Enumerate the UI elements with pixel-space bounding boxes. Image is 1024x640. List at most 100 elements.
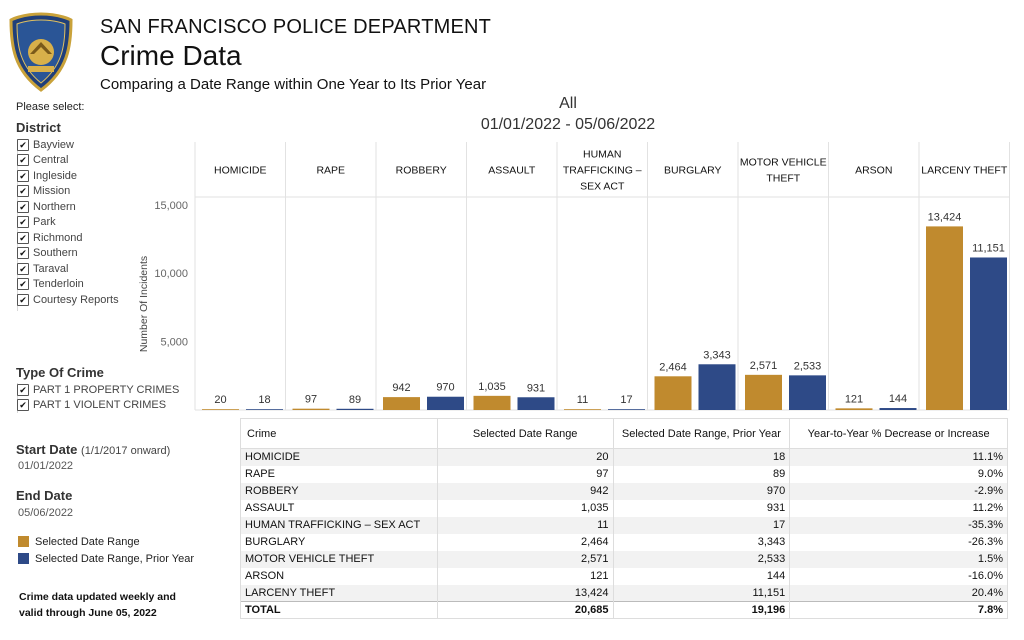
bar[interactable] [789, 375, 826, 410]
district-checkbox-row[interactable]: ✔ Courtesy Reports [17, 292, 119, 308]
table-cell: 11.1% [789, 448, 1008, 466]
start-date-note: (1/1/2017 onward) [81, 445, 171, 457]
page-subtitle: Comparing a Date Range within One Year t… [100, 76, 487, 93]
table-cell: -35.3% [789, 516, 1008, 534]
table-row: MOTOR VEHICLE THEFT 2,571 2,533 1.5% [240, 550, 1008, 568]
start-date-label: Start Date (1/1/2017 onward) [16, 442, 170, 457]
table-cell: -16.0% [789, 567, 1008, 585]
chart-legend: Selected Date Range Selected Date Range,… [18, 533, 194, 567]
district-checkbox-label: Tenderloin [33, 278, 84, 291]
checkbox-checked-icon[interactable]: ✔ [17, 138, 29, 151]
district-checkbox-label: Taraval [33, 262, 69, 275]
district-checkbox-label: Central [33, 154, 69, 167]
category-header-label: ROBBERY [396, 165, 447, 177]
district-checkbox-row[interactable]: ✔ Northern [17, 199, 119, 215]
checkbox-checked-icon[interactable]: ✔ [17, 278, 29, 291]
table-cell: 18 [612, 448, 791, 466]
bar-value-label: 1,035 [478, 381, 506, 393]
checkbox-checked-icon[interactable]: ✔ [17, 383, 29, 396]
y-axis-label: Number Of Incidents [138, 256, 150, 352]
chart-scope-label: All [559, 95, 577, 112]
crime-type-checkbox-row[interactable]: ✔ PART 1 PROPERTY CRIMES [17, 382, 179, 398]
table-total-cell: 19,196 [612, 601, 791, 619]
table-row: ASSAULT 1,035 931 11.2% [240, 499, 1008, 517]
district-checkbox-row[interactable]: ✔ Tenderloin [17, 277, 119, 293]
table-cell: 970 [612, 482, 791, 500]
bar-value-label: 942 [392, 382, 410, 394]
bar-value-label: 18 [258, 394, 270, 406]
bar[interactable] [879, 408, 917, 410]
table-cell: 11 [436, 516, 614, 534]
district-checkbox-row[interactable]: ✔ Ingleside [17, 168, 119, 184]
legend-swatch-selected [18, 536, 29, 547]
district-checkbox-row[interactable]: ✔ Bayview [17, 137, 119, 153]
bar[interactable] [835, 408, 873, 410]
district-checkbox-row[interactable]: ✔ Park [17, 215, 119, 231]
end-date-input[interactable]: 05/06/2022 [18, 507, 74, 519]
category-header-label: BURGLARY [664, 165, 722, 177]
bar[interactable] [246, 409, 283, 410]
bar[interactable] [564, 409, 601, 410]
checkbox-checked-icon[interactable]: ✔ [17, 399, 29, 412]
district-checkbox-row[interactable]: ✔ Richmond [17, 230, 119, 246]
table-cell: 20.4% [789, 584, 1008, 602]
checkbox-checked-icon[interactable]: ✔ [17, 293, 29, 306]
checkbox-checked-icon[interactable]: ✔ [17, 154, 29, 167]
checkbox-checked-icon[interactable]: ✔ [17, 185, 29, 198]
table-row: BURGLARY 2,464 3,343 -26.3% [240, 533, 1008, 551]
checkbox-checked-icon[interactable]: ✔ [17, 216, 29, 229]
category-header-label: LARCENY THEFT [921, 165, 1008, 177]
col-header-crime[interactable]: Crime [240, 418, 438, 449]
start-date-input[interactable]: 01/01/2022 [18, 460, 74, 472]
bar-value-label: 20 [214, 394, 226, 406]
table-cell: 89 [612, 465, 791, 483]
bar-value-label: 13,424 [928, 211, 962, 223]
crime-type-checkbox-row[interactable]: ✔ PART 1 VIOLENT CRIMES [17, 398, 179, 414]
table-total-row: TOTAL 20,685 19,196 7.8% [240, 601, 1008, 619]
checkbox-checked-icon[interactable]: ✔ [17, 169, 29, 182]
checkbox-checked-icon[interactable]: ✔ [17, 200, 29, 213]
table-cell: ARSON [240, 567, 438, 585]
crime-type-list-divider [17, 383, 18, 413]
bar-value-label: 11,151 [972, 242, 1005, 254]
table-cell: 2,571 [436, 550, 614, 568]
table-row: LARCENY THEFT 13,424 11,151 20.4% [240, 584, 1008, 602]
page-title: Crime Data [100, 40, 242, 71]
bar[interactable] [383, 397, 420, 410]
data-update-footnote: Crime data updated weekly and valid thro… [19, 589, 176, 621]
y-tick-label: 10,000 [154, 268, 188, 280]
bar[interactable] [336, 408, 374, 410]
table-cell: LARCENY THEFT [240, 584, 438, 602]
table-cell: 11.2% [789, 499, 1008, 517]
checkbox-checked-icon[interactable]: ✔ [17, 247, 29, 260]
district-checkbox-row[interactable]: ✔ Mission [17, 184, 119, 200]
bar[interactable] [698, 364, 736, 410]
district-checkbox-row[interactable]: ✔ Taraval [17, 261, 119, 277]
col-header-selected[interactable]: Selected Date Range [436, 418, 614, 449]
bar[interactable] [926, 226, 963, 410]
checkbox-checked-icon[interactable]: ✔ [17, 231, 29, 244]
bar[interactable] [517, 397, 555, 410]
category-header-label: HOMICIDE [214, 165, 267, 177]
crime-type-checkbox-label: PART 1 VIOLENT CRIMES [33, 399, 167, 412]
bar[interactable] [292, 408, 330, 410]
bar-value-label: 3,343 [703, 349, 731, 361]
bar-value-label: 17 [620, 394, 632, 406]
table-cell: -2.9% [789, 482, 1008, 500]
bar[interactable] [654, 376, 692, 410]
table-total-cell: TOTAL [240, 601, 438, 619]
bar[interactable] [608, 409, 645, 410]
bar[interactable] [473, 395, 511, 410]
col-header-prior-year[interactable]: Selected Date Range, Prior Year [612, 418, 791, 449]
category-header-label: ARSON [855, 165, 892, 177]
bar[interactable] [970, 257, 1007, 410]
district-checkbox-row[interactable]: ✔ Southern [17, 246, 119, 262]
bar-value-label: 2,571 [750, 360, 778, 372]
bar[interactable] [202, 409, 239, 410]
bar[interactable] [427, 396, 464, 410]
bar[interactable] [745, 374, 782, 410]
district-checkbox-row[interactable]: ✔ Central [17, 153, 119, 169]
checkbox-checked-icon[interactable]: ✔ [17, 262, 29, 275]
col-header-pct-change[interactable]: Year-to-Year % Decrease or Increase [789, 418, 1008, 449]
table-cell: 2,464 [436, 533, 614, 551]
